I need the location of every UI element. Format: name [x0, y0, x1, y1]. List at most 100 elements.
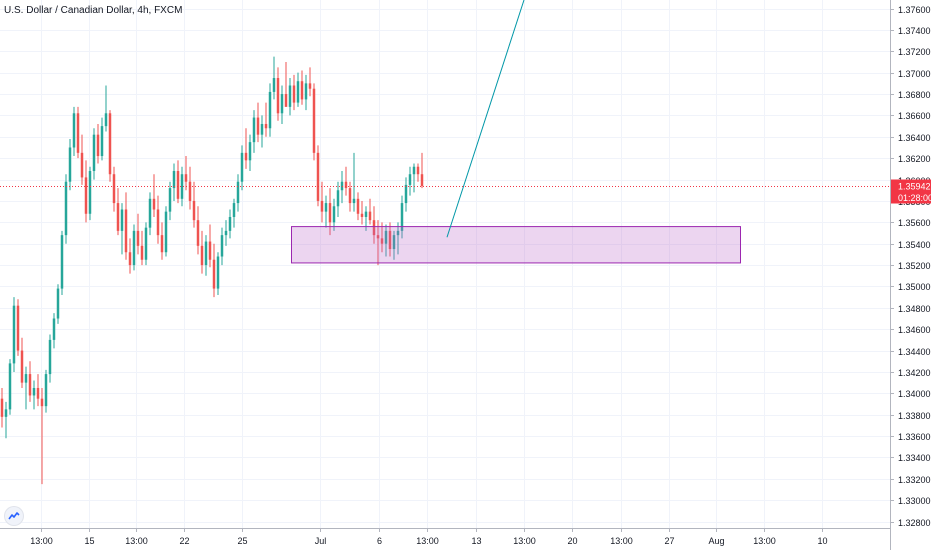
- candle: [8, 359, 12, 415]
- candle: [184, 156, 188, 191]
- candle-body: [124, 209, 128, 253]
- candle-body: [408, 174, 412, 185]
- candle: [252, 110, 256, 153]
- candle-body: [164, 211, 168, 253]
- candle-body: [128, 252, 132, 266]
- time-tick-label: 13: [471, 536, 481, 546]
- candlestick-series: [0, 56, 424, 485]
- candle: [48, 334, 52, 383]
- candle-body: [72, 113, 76, 148]
- candle-body: [100, 126, 104, 157]
- candle: [196, 206, 200, 255]
- candle-body: [172, 171, 176, 189]
- candle: [224, 220, 228, 246]
- candle-body: [8, 363, 12, 410]
- chart-grid: [0, 0, 890, 528]
- time-tick-label: 13:00: [30, 536, 53, 546]
- candle-body: [196, 220, 200, 246]
- candle-body: [44, 374, 48, 407]
- candle: [344, 166, 348, 196]
- candle: [204, 235, 208, 276]
- candle-body: [136, 230, 140, 246]
- time-axis: [0, 528, 932, 550]
- candle-body: [340, 181, 344, 191]
- candle: [100, 117, 104, 161]
- projection-trend-line: [446, 0, 525, 238]
- candle: [316, 145, 320, 207]
- candle-body: [304, 83, 308, 100]
- candle: [144, 222, 148, 266]
- candle-body: [416, 166, 420, 175]
- candle: [272, 56, 276, 100]
- candle: [380, 222, 384, 253]
- candle-body: [132, 230, 136, 266]
- price-tick-label: 1.35600: [898, 218, 931, 228]
- candle-body: [412, 166, 416, 175]
- candle-body: [272, 78, 276, 92]
- candle-body: [292, 85, 296, 103]
- candle: [44, 369, 48, 413]
- candle: [176, 160, 180, 204]
- candle: [104, 85, 108, 132]
- time-tick-label: 15: [84, 536, 94, 546]
- candle-body: [248, 142, 252, 161]
- candle: [376, 220, 380, 266]
- candle-body: [388, 230, 392, 250]
- price-tick-label: 1.37000: [898, 69, 931, 79]
- candle: [32, 380, 36, 410]
- candle-body: [336, 190, 340, 207]
- candle: [340, 171, 344, 204]
- candle: [372, 206, 376, 244]
- candle-body: [116, 203, 120, 231]
- candle-body: [176, 171, 180, 199]
- candle: [312, 83, 316, 161]
- candle: [96, 123, 100, 164]
- candle-body: [332, 206, 336, 223]
- candle-body: [112, 174, 116, 204]
- tradingview-logo-icon[interactable]: [5, 507, 23, 525]
- candle: [88, 166, 92, 221]
- candle: [296, 72, 300, 107]
- candle-body: [308, 83, 312, 89]
- candle-body: [260, 123, 264, 135]
- candle: [180, 166, 184, 207]
- time-tick-label: 27: [664, 536, 674, 546]
- time-tick-label: Aug: [708, 536, 724, 546]
- candle-body: [288, 85, 292, 107]
- candle: [280, 85, 284, 124]
- candle: [80, 134, 84, 185]
- candle-body: [364, 211, 368, 217]
- candle-body: [48, 339, 52, 375]
- candle-body: [328, 203, 332, 223]
- candle-body: [84, 177, 88, 214]
- candle: [200, 230, 204, 274]
- candle: [216, 252, 220, 295]
- chart-drawings[interactable]: [291, 0, 741, 264]
- candle: [68, 138, 72, 191]
- candle: [408, 166, 412, 196]
- candle-body: [256, 117, 260, 135]
- candle-body: [56, 288, 60, 319]
- candle: [60, 230, 64, 295]
- candle: [116, 188, 120, 236]
- candle: [356, 192, 360, 221]
- price-tick-label: 1.36800: [898, 90, 931, 100]
- candle-body: [108, 113, 112, 175]
- candle-body: [228, 216, 232, 231]
- time-tick-label: 10: [817, 536, 827, 546]
- candle: [236, 174, 240, 212]
- candle: [52, 313, 56, 349]
- candle-body: [52, 318, 56, 340]
- candle: [328, 188, 332, 236]
- candle: [164, 206, 168, 257]
- candle: [352, 152, 356, 212]
- candle: [112, 166, 116, 212]
- candle: [208, 224, 212, 268]
- candle: [232, 198, 236, 228]
- candle: [228, 209, 232, 239]
- candle: [240, 145, 244, 191]
- candle: [140, 230, 144, 266]
- time-tick-label: 6: [377, 536, 382, 546]
